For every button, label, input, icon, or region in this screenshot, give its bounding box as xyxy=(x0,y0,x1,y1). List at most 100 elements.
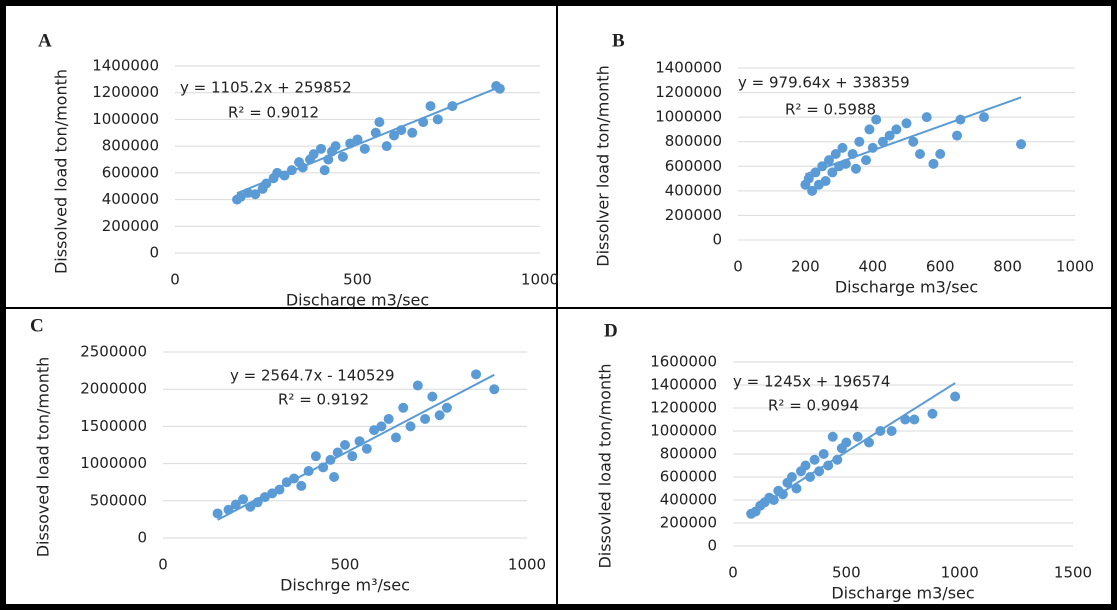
x-tick-label: 400 xyxy=(858,258,887,276)
point xyxy=(809,454,820,465)
point xyxy=(296,480,307,491)
r-squared: R² = 0.9094 xyxy=(768,397,859,415)
point xyxy=(420,413,431,424)
point xyxy=(777,489,788,500)
y-tick-label: 800000 xyxy=(660,445,717,463)
x-tick-label: 600 xyxy=(926,258,955,276)
point xyxy=(494,83,505,94)
y-tick-label: 2000000 xyxy=(80,380,147,398)
point xyxy=(861,155,872,166)
y-tick-label: 1200000 xyxy=(92,83,159,101)
equation: y = 979.64x + 338359 xyxy=(738,74,910,92)
x-tick-label: 500 xyxy=(331,556,360,574)
x-tick-label: 1000 xyxy=(521,271,559,289)
point xyxy=(319,165,330,176)
point xyxy=(909,414,920,425)
x-axis-title: Discharge m3/sec xyxy=(835,278,978,297)
y-tick-label: 500000 xyxy=(90,491,147,509)
point xyxy=(238,494,249,505)
x-tick-label: 500 xyxy=(832,564,861,582)
point xyxy=(827,431,838,442)
panel-label: C xyxy=(30,315,44,336)
point xyxy=(768,495,779,505)
x-tick-label: 0 xyxy=(158,556,168,574)
r-squared: R² = 0.5988 xyxy=(785,101,876,119)
point xyxy=(376,421,387,432)
panel-label: D xyxy=(604,320,618,341)
point xyxy=(212,508,223,519)
y-tick-label: 600000 xyxy=(102,163,159,181)
x-tick-label: 1000 xyxy=(508,556,546,574)
point xyxy=(250,189,261,200)
point xyxy=(786,472,797,482)
y-tick-label: 200000 xyxy=(665,206,722,224)
point xyxy=(407,127,418,138)
point xyxy=(837,142,848,153)
point xyxy=(441,402,452,413)
r-squared: R² = 0.9192 xyxy=(278,391,369,409)
point xyxy=(330,141,341,152)
point xyxy=(927,408,938,419)
point xyxy=(329,471,340,482)
point xyxy=(432,114,443,125)
point xyxy=(390,432,401,443)
y-tick-label: 1200000 xyxy=(655,83,722,101)
point xyxy=(827,167,838,178)
point xyxy=(841,437,852,448)
point xyxy=(805,472,816,482)
point xyxy=(398,402,409,413)
point xyxy=(832,454,843,465)
y-tick-label: 1500000 xyxy=(80,417,147,435)
y-tick-label: 600000 xyxy=(660,468,717,486)
point xyxy=(308,149,319,160)
point xyxy=(979,112,990,123)
point xyxy=(803,173,814,184)
y-axis-title: Dissoved load ton/month xyxy=(34,357,53,558)
point xyxy=(434,410,445,421)
point xyxy=(412,380,423,391)
y-tick-label: 1000000 xyxy=(650,422,717,440)
y-tick-label: 0 xyxy=(712,231,722,249)
x-tick-label: 0 xyxy=(728,564,738,582)
point xyxy=(950,391,961,402)
x-axis-title: Discharge m3/sec xyxy=(831,584,974,603)
point xyxy=(901,118,912,129)
trendline xyxy=(750,382,956,513)
point xyxy=(818,449,829,459)
y-tick-label: 400000 xyxy=(665,181,722,199)
point xyxy=(427,391,438,402)
equation: y = 1245x + 196574 xyxy=(733,373,890,391)
point xyxy=(374,117,385,128)
point xyxy=(361,443,372,454)
point xyxy=(489,384,500,395)
point xyxy=(381,141,392,152)
point xyxy=(800,460,811,471)
x-axis-title: Discharge m3/sec xyxy=(286,291,429,310)
point xyxy=(340,440,350,450)
point xyxy=(316,143,326,154)
y-tick-label: 0 xyxy=(707,537,717,555)
x-tick-label: 500 xyxy=(343,271,372,289)
point xyxy=(1016,139,1027,150)
y-tick-label: 800000 xyxy=(665,132,722,150)
x-axis-title: Dischrge m³/sec xyxy=(280,576,410,595)
y-tick-label: 600000 xyxy=(665,157,722,175)
panel-label: B xyxy=(612,30,625,51)
y-axis-title: Dissovled load ton/month xyxy=(596,363,615,568)
point xyxy=(852,431,863,442)
point xyxy=(823,460,834,471)
point xyxy=(389,130,399,141)
point xyxy=(935,149,946,159)
point xyxy=(352,134,363,145)
y-tick-label: 400000 xyxy=(102,190,159,208)
y-tick-label: 1600000 xyxy=(650,353,717,371)
y-axis-title: Dissolved load ton/month xyxy=(52,69,71,274)
equation: y = 2564.7x - 140529 xyxy=(230,367,395,385)
y-tick-label: 1000000 xyxy=(655,108,722,126)
y-tick-label: 800000 xyxy=(102,137,159,155)
y-tick-label: 1000000 xyxy=(80,454,147,472)
point xyxy=(814,466,825,477)
point xyxy=(886,426,897,436)
